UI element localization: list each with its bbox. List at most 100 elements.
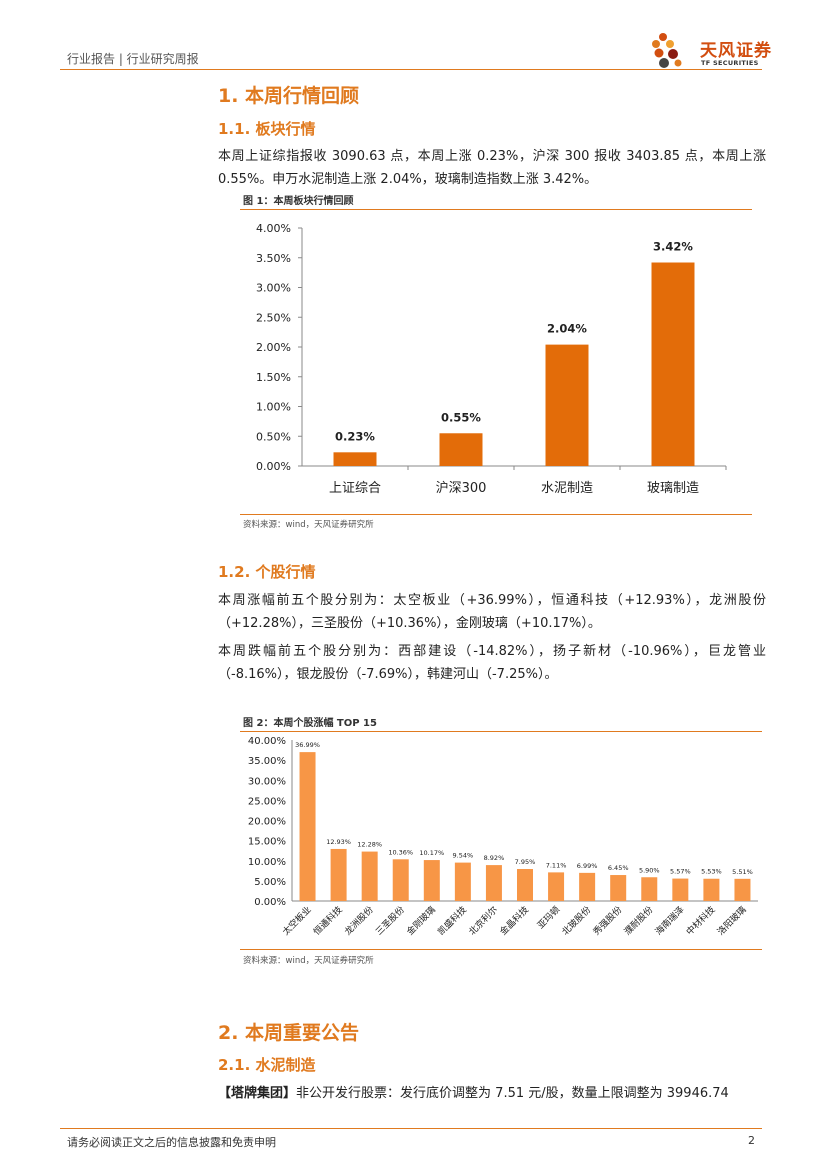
data-label: 8.92% — [484, 854, 505, 862]
bar-5 — [454, 862, 471, 901]
y-tick-label: 40.00% — [248, 736, 286, 747]
x-tick-label: 亚玛顿 — [535, 904, 563, 932]
y-tick-label: 25.00% — [248, 796, 286, 807]
figure2-title: 图 2：本周个股涨幅 TOP 15 — [243, 718, 377, 729]
y-tick-label: 3.50% — [256, 252, 291, 265]
x-tick-label: 太空板业 — [280, 904, 314, 938]
figure2-source: 资料来源：wind，天风证券研究所 — [243, 956, 374, 966]
figure2-chart: 0.00% 5.00% 10.00% 15.00% 20.00% 25.00% 30.00%… — [248, 736, 758, 938]
y-tick-label: 2.00% — [256, 341, 291, 354]
header-breadcrumb: 行业报告 | 行业研究周报 — [67, 52, 199, 66]
announcement-text: 非公开发行股票：发行底价调整为 7.51 元/股，数量上限调整为 39946.7… — [296, 1086, 729, 1101]
data-label: 5.51% — [732, 868, 753, 876]
y-tick-label: 35.00% — [248, 756, 286, 767]
x-tick-label: 龙洲股份 — [342, 904, 376, 938]
bar-9 — [579, 872, 596, 901]
data-label: 6.99% — [577, 862, 598, 870]
data-label: 7.95% — [515, 858, 536, 866]
bar-8 — [548, 872, 565, 901]
bar-12 — [672, 878, 689, 901]
footer-divider — [60, 1128, 762, 1129]
section1-1-title: 1.1. 板块行情 — [218, 120, 316, 138]
data-label: 3.42% — [653, 240, 693, 254]
y-tick-label: 1.50% — [256, 371, 291, 384]
section1-1-text: 本周上证综指报收 3090.63 点，本周上涨 0.23%，沪深 300 报收 … — [218, 149, 766, 187]
data-label: 10.36% — [388, 848, 413, 856]
figure1-bottom-rule — [240, 514, 752, 515]
bar-0 — [333, 452, 377, 466]
bar-1 — [439, 433, 483, 466]
logo-text-cn: 天风证券 — [700, 41, 772, 61]
figure1-top-rule — [240, 209, 752, 210]
figure1-source: 资料来源：wind，天风证券研究所 — [243, 520, 374, 530]
bar-4 — [423, 860, 440, 901]
section1-2-text-losers: 本周跌幅前五个股分别为：西部建设（-14.82%），扬子新材（-10.96%），… — [218, 644, 766, 682]
y-tick-label: 15.00% — [248, 837, 286, 848]
y-tick-label: 30.00% — [248, 776, 286, 787]
data-label: 12.93% — [326, 838, 351, 846]
data-label: 9.54% — [453, 852, 474, 860]
bar-13 — [703, 878, 720, 901]
data-label: 5.57% — [670, 868, 691, 876]
figure1-title: 图 1：本周板块行情回顾 — [243, 196, 354, 207]
x-tick-label: 海南瑞泽 — [653, 904, 687, 938]
figure1-chart: 0.00% 0.50% 1.00% 1.50% 2.00% 2.50% 3.00% 3.50%… — [256, 222, 727, 496]
bar-2 — [361, 851, 378, 901]
x-tick-label: 沪深300 — [436, 480, 487, 496]
y-tick-label: 0.50% — [256, 430, 291, 443]
header-divider — [60, 69, 762, 70]
y-tick-label: 10.00% — [248, 857, 286, 868]
bar-3 — [651, 262, 695, 466]
section1-2-text-gainers: 本周涨幅前五个股分别为：太空板业（+36.99%），恒通科技（+12.93%），… — [218, 593, 766, 631]
section1-2-title: 1.2. 个股行情 — [218, 563, 316, 581]
y-tick-label: 20.00% — [248, 817, 286, 828]
page-number: 2 — [748, 1134, 755, 1147]
data-label: 10.17% — [419, 849, 444, 857]
bar-7 — [517, 869, 533, 901]
announcement-bracket-close: 】 — [283, 1086, 297, 1101]
x-tick-label: 濮耐股份 — [621, 904, 655, 938]
x-tick-label: 三圣股份 — [373, 904, 407, 938]
section1-title: 1. 本周行情回顾 — [218, 85, 360, 107]
bar-0 — [299, 752, 316, 901]
logo-text-en: TF SECURITIES — [701, 59, 759, 67]
tf-logo-icon — [652, 33, 682, 68]
data-label: 5.53% — [701, 868, 722, 876]
x-tick-label: 金刚玻璃 — [404, 904, 438, 938]
bar-1 — [330, 848, 347, 901]
bar-11 — [641, 877, 658, 901]
bar-2 — [545, 344, 589, 466]
footer-disclaimer: 请务必阅读正文之后的信息披露和免责申明 — [67, 1136, 276, 1149]
data-label: 5.90% — [639, 866, 660, 874]
bar-3 — [392, 859, 409, 901]
bar-10 — [610, 875, 627, 901]
data-label: 36.99% — [295, 741, 320, 749]
y-tick-label: 5.00% — [254, 877, 286, 888]
section2-title: 2. 本周重要公告 — [218, 1022, 360, 1044]
x-tick-label: 中材科技 — [684, 904, 718, 938]
y-tick-label: 0.00% — [254, 897, 286, 908]
y-tick-label: 1.00% — [256, 401, 291, 414]
data-label: 0.23% — [335, 429, 375, 443]
figure2-bottom-rule — [240, 949, 762, 950]
announcement-bracket-open: 【 — [218, 1086, 232, 1101]
x-tick-label: 秀强股份 — [590, 904, 624, 938]
y-tick-label: 2.50% — [256, 311, 291, 324]
y-tick-label: 3.00% — [256, 282, 291, 295]
x-tick-label: 恒通科技 — [311, 904, 345, 938]
x-tick-label: 洛阳玻璃 — [715, 904, 749, 938]
section2-1-title: 2.1. 水泥制造 — [218, 1056, 316, 1074]
x-tick-label: 凯盛科技 — [435, 904, 469, 938]
bar-6 — [485, 865, 502, 901]
x-tick-label: 上证综合 — [329, 481, 381, 496]
data-label: 2.04% — [547, 322, 587, 336]
y-tick-label: 4.00% — [256, 222, 291, 235]
data-label: 6.45% — [608, 864, 629, 872]
x-tick-label: 玻璃制造 — [647, 481, 699, 496]
x-tick-label: 北玻股份 — [559, 904, 593, 938]
y-tick-label: 0.00% — [256, 460, 291, 473]
figure2-top-rule — [240, 731, 762, 732]
x-tick-label: 金晶科技 — [497, 904, 531, 938]
announcement-company: 塔牌集团 — [231, 1086, 284, 1101]
x-tick-label: 北京利尔 — [466, 904, 500, 938]
